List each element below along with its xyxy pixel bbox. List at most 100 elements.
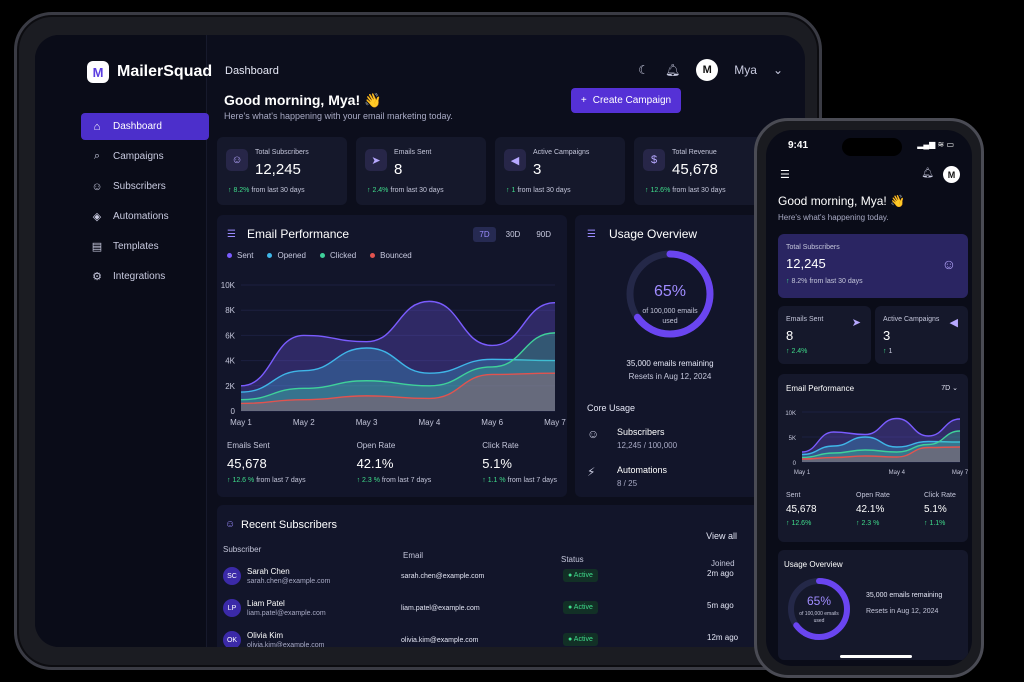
stat-period: from last 30 days — [251, 187, 305, 194]
avatar[interactable]: M — [696, 59, 719, 81]
menu-icon[interactable]: ☰ — [780, 169, 790, 181]
subscriber-name: Liam Patel — [247, 599, 285, 608]
users-icon: ☺ — [941, 256, 956, 272]
sidebar-item-label: Dashboard — [113, 121, 162, 132]
users-icon: ☺ — [226, 149, 248, 171]
shield-icon: ◈ — [92, 211, 102, 223]
chart-legend: Sent Opened Clicked Bounced — [227, 251, 412, 260]
series-area-bounced — [802, 447, 960, 462]
legend-item: Bounced — [370, 251, 412, 260]
stat-card-revenue[interactable]: $ Total Revenue 45,678 ↑ 12.6% from last… — [634, 137, 764, 205]
series-area-bounced — [241, 373, 555, 411]
table-row[interactable]: LP Liam Patel liam.patel@example.com lia… — [217, 595, 765, 625]
send-icon: ➤ — [365, 149, 387, 171]
y-tick-label: 10K — [221, 281, 236, 290]
y-tick-label: 0 — [793, 461, 797, 467]
table-row[interactable]: OK Olivia Kim olivia.kim@example.com oli… — [217, 627, 765, 647]
email-performance-chart: 10K 8K 6K 4K 2K 0 May 1 May 2 May 3 May 4 May 6 May… — [221, 281, 567, 427]
stat-change-value: 1 — [511, 187, 516, 194]
metric-label: Open Rate — [356, 441, 396, 450]
card-title: Email Performance — [247, 227, 350, 241]
avatar: SC — [223, 567, 241, 585]
range-select[interactable]: 7D ⌄ — [941, 384, 958, 392]
stat-label: Total Revenue — [672, 149, 717, 156]
series-line-sent — [801, 417, 961, 453]
column-header-joined: Joined — [711, 559, 735, 568]
metric-period: from last 7 days — [381, 477, 432, 484]
stat-change-value: 2.4% — [791, 348, 808, 355]
user-name[interactable]: Mya — [734, 63, 757, 77]
table-row[interactable]: SC Sarah Chen sarah.chen@example.com sar… — [217, 563, 765, 593]
greeting-title: Good morning, Mya! 👋 — [224, 92, 382, 108]
sidebar-item-integrations[interactable]: ⚙ Integrations — [81, 263, 209, 290]
subscriber-name: Sarah Chen — [247, 567, 290, 576]
stat-card-emails-sent[interactable]: Emails Sent 8 ↑ 2.4% ➤ — [778, 306, 871, 364]
metric-label: Open Rate — [856, 492, 890, 499]
sidebar-item-automations[interactable]: ◈ Automations — [81, 203, 209, 230]
stat-card-subscribers[interactable]: ☺ Total Subscribers 12,245 ↑ 8.2% from l… — [217, 137, 347, 205]
status-time: 9:41 — [788, 140, 809, 151]
y-tick-label: 10K — [785, 411, 796, 417]
range-tab-90d[interactable]: 90D — [536, 230, 551, 239]
create-campaign-button[interactable]: + Create Campaign — [571, 88, 681, 113]
series-area-opened — [241, 348, 555, 411]
metric-click-rate: Click Rate 5.1% ↑ 1.1 % from last 7 days — [482, 441, 557, 484]
logo-icon: M — [87, 61, 109, 83]
arrow-up-icon: ↑ — [228, 187, 234, 194]
bell-icon[interactable]: 🔔︎ — [665, 63, 681, 77]
app-name: MailerSquad — [117, 63, 213, 80]
stat-change-value: 12.6% — [650, 187, 671, 194]
range-value: 7D — [941, 385, 951, 392]
usage-of-label: of 100,000 emails used — [642, 308, 698, 325]
arrow-up-icon: ↑ — [227, 477, 233, 484]
x-tick-label: May 4 — [419, 418, 441, 427]
sidebar-item-label: Automations — [113, 211, 169, 222]
stat-period: from last 30 days — [390, 187, 444, 194]
sidebar-item-subscribers[interactable]: ☺ Subscribers — [81, 173, 209, 200]
megaphone-icon: ◀ — [504, 149, 526, 171]
series-area-sent — [802, 418, 960, 462]
usage-of-label: of 100,000 emails used — [799, 611, 839, 624]
range-tabs: 7D 30D 90D — [473, 227, 557, 242]
stat-card-active-campaigns[interactable]: Active Campaigns 3 ↑ 1 ◀ — [875, 306, 968, 364]
range-tab-30d[interactable]: 30D — [505, 230, 521, 239]
x-tick-label: May 7 — [544, 418, 566, 427]
metric-change-value: 1.1% — [929, 520, 946, 527]
stat-card-emails-sent[interactable]: ➤ Emails Sent 8 ↑ 2.4% from last 30 days — [356, 137, 486, 205]
stat-period: from last 30 days — [517, 187, 571, 194]
users-icon: ☺ — [587, 427, 600, 441]
sidebar-item-label: Campaigns — [113, 151, 164, 162]
y-tick-label: 2K — [225, 382, 235, 391]
series-area-opened — [802, 437, 960, 462]
app-logo[interactable]: M MailerSquad — [87, 61, 212, 83]
sidebar-item-dashboard[interactable]: ⌂ Dashboard — [81, 113, 209, 140]
stat-change: ↑ 2.4% — [786, 348, 807, 355]
range-tab-7d[interactable]: 7D — [473, 227, 496, 242]
send-icon: ➤ — [851, 317, 861, 329]
usage-overview-card: ☰ Usage Overview 65% of 100,000 emails u… — [575, 215, 765, 497]
moon-icon[interactable]: ☾ — [638, 63, 650, 77]
chevron-down-icon[interactable]: ⌄ — [772, 63, 783, 77]
sidebar-item-campaigns[interactable]: ⌕ Campaigns — [81, 143, 209, 170]
tablet-screen: M MailerSquad ⌂ Dashboard ⌕ Campaigns ☺ Sub… — [35, 35, 805, 647]
metric-emails-sent: Emails Sent 45,678 ↑ 12.6 % from last 7 … — [227, 441, 306, 484]
stat-card-active-campaigns[interactable]: ◀ Active Campaigns 3 ↑ 1 from last 30 da… — [495, 137, 625, 205]
metric-change-value: 1.1 % — [487, 477, 506, 484]
metric-label: Click Rate — [482, 441, 519, 450]
avatar[interactable]: M — [943, 166, 960, 183]
x-tick-label: May 2 — [293, 418, 315, 427]
series-line-bounced — [801, 446, 961, 460]
avatar: LP — [223, 599, 241, 617]
sidebar-item-templates[interactable]: ▤ Templates — [81, 233, 209, 260]
stat-value: 8 — [786, 328, 794, 343]
legend-label: Opened — [277, 251, 306, 260]
metric-change: ↑ 12.6% — [786, 520, 811, 527]
series-line-opened — [240, 347, 556, 393]
stat-card-subscribers[interactable]: Total Subscribers 12,245 ↑ 8.2% from las… — [778, 234, 968, 298]
column-header-subscriber: Subscriber — [223, 545, 262, 554]
bell-icon[interactable]: 🔔︎ — [921, 168, 934, 179]
view-all-link[interactable]: View all — [706, 531, 737, 541]
metric-change-value: 2.3 % — [362, 477, 380, 484]
stat-label: Active Campaigns — [533, 149, 590, 156]
tablet-frame: M MailerSquad ⌂ Dashboard ⌕ Campaigns ☺ Sub… — [14, 12, 822, 670]
